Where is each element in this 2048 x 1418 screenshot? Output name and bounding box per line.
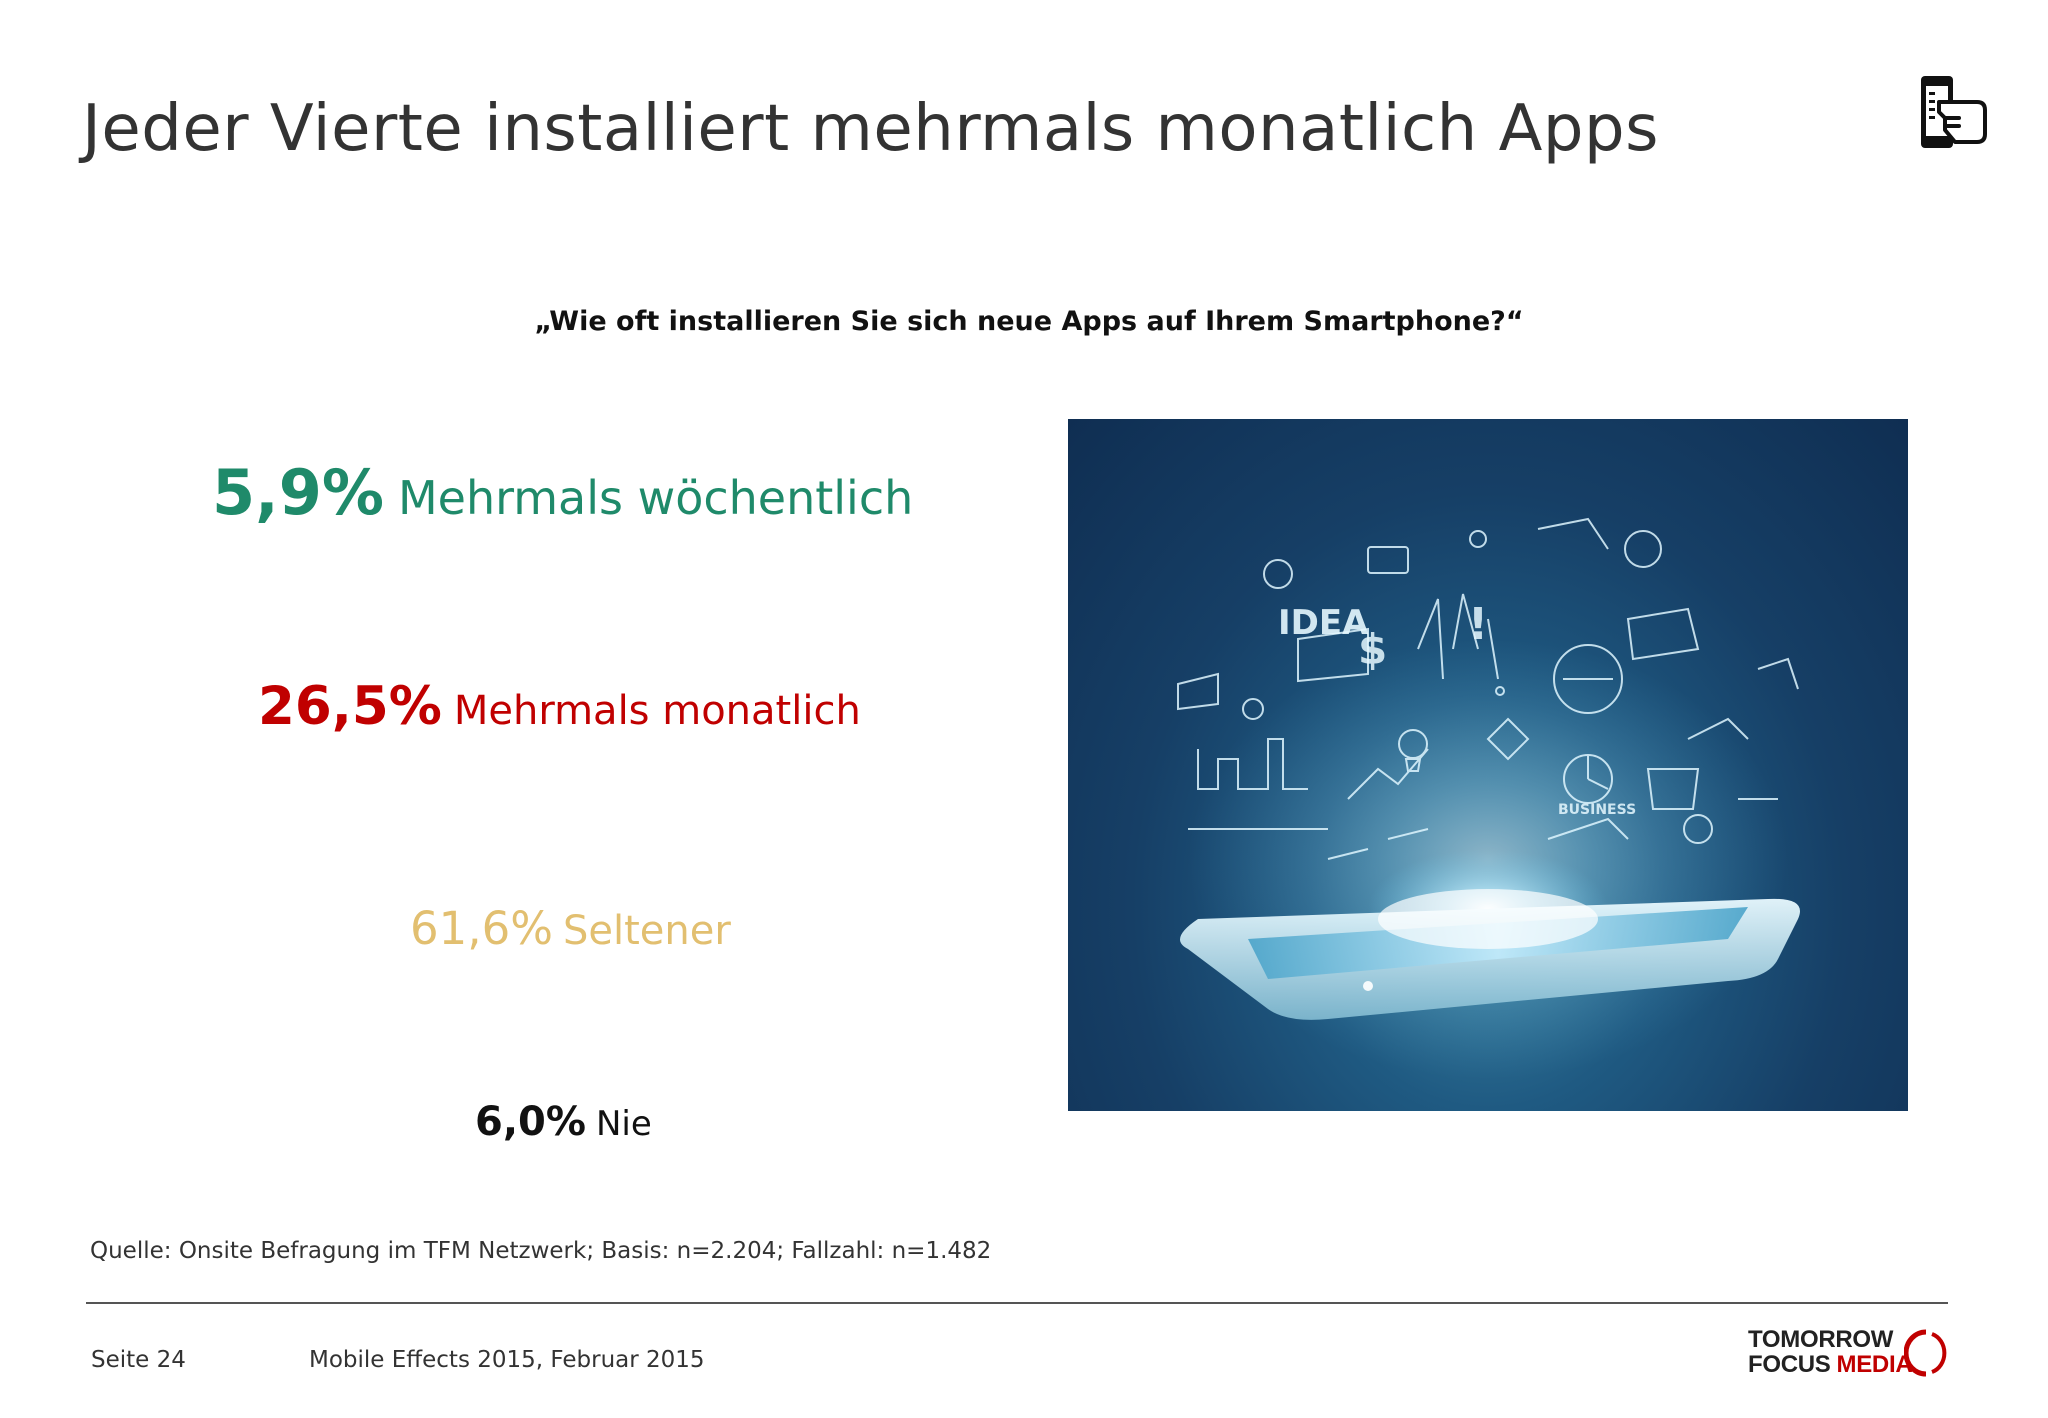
logo-focus: FOCUS bbox=[1748, 1351, 1831, 1378]
svg-text:BUSINESS: BUSINESS bbox=[1558, 802, 1636, 818]
smartphone-ideas-illustration: IDEA $ ! BUSINESS bbox=[1068, 419, 1908, 1111]
footer-divider bbox=[86, 1302, 1948, 1304]
stat-monthly-label: Mehrmals monatlich bbox=[453, 688, 861, 734]
stat-weekly-percent: 5,9% bbox=[212, 456, 384, 529]
tomorrow-focus-media-logo: TOMORROW FOCUS MEDIA bbox=[1748, 1328, 1948, 1380]
svg-text:IDEA: IDEA bbox=[1278, 603, 1369, 643]
footer-title: Mobile Effects 2015, Februar 2015 bbox=[309, 1347, 705, 1373]
stat-never: 6,0% Nie bbox=[475, 1102, 652, 1142]
stat-monthly-percent: 26,5% bbox=[258, 676, 442, 737]
svg-text:$: $ bbox=[1358, 625, 1387, 674]
logo-line-2: FOCUS MEDIA bbox=[1748, 1351, 1913, 1378]
stat-never-percent: 6,0% bbox=[475, 1099, 586, 1145]
survey-question: „Wie oft installieren Sie sich neue Apps… bbox=[534, 306, 1524, 337]
stat-never-label: Nie bbox=[595, 1104, 652, 1144]
stat-rarely-label: Seltener bbox=[562, 908, 731, 954]
slide-title: Jeder Vierte installiert mehrmals monatl… bbox=[82, 92, 1659, 166]
logo-line-1: TOMORROW bbox=[1748, 1326, 1894, 1353]
stat-rarely-percent: 61,6% bbox=[410, 902, 553, 955]
page-number: Seite 24 bbox=[91, 1347, 186, 1373]
source-note: Quelle: Onsite Befragung im TFM Netzwerk… bbox=[90, 1238, 992, 1264]
stat-weekly: 5,9% Mehrmals wöchentlich bbox=[212, 462, 913, 524]
logo-media: MEDIA bbox=[1836, 1351, 1913, 1378]
stat-rarely: 61,6% Seltener bbox=[410, 906, 731, 951]
stat-weekly-label: Mehrmals wöchentlich bbox=[397, 471, 914, 525]
logo-ring-icon bbox=[1904, 1329, 1947, 1377]
hand-holding-phone-icon bbox=[1921, 76, 1987, 148]
stat-monthly: 26,5% Mehrmals monatlich bbox=[258, 680, 861, 733]
svg-text:!: ! bbox=[1468, 599, 1488, 650]
